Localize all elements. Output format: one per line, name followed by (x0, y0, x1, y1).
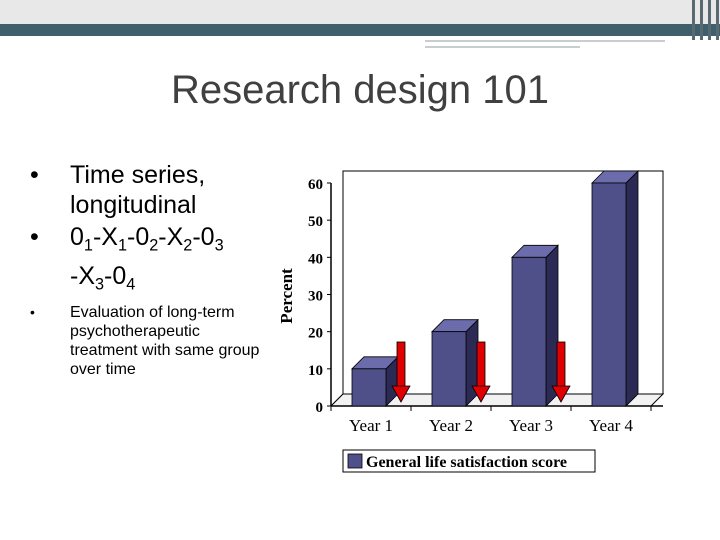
intervention-arrow-head (391, 385, 411, 403)
top-band (0, 0, 720, 24)
legend-box (342, 449, 596, 473)
x-tick-label: Year 3 (509, 416, 553, 435)
intervention-arrow-head (471, 385, 491, 403)
y-tick-label: 10 (308, 363, 323, 379)
bullet-text: Evaluation of long-term psychotherapeuti… (70, 304, 260, 379)
bar (431, 331, 467, 407)
formula-text: 01-X1-02-X2-03 -X3-04 (70, 223, 224, 294)
formula-subscript: 1 (83, 236, 93, 255)
formula-subscript: 2 (183, 236, 193, 255)
x-tick-label: Year 1 (349, 416, 393, 435)
bullet-item: • Time series, longitudinal (30, 160, 270, 220)
y-tick-label: 50 (308, 214, 323, 230)
top-stripe (0, 24, 720, 36)
formula-part: -X (70, 261, 95, 290)
bullet-text-line: longitudinal (70, 191, 197, 219)
bullet-marker: • (30, 223, 39, 251)
bullet-marker: • (30, 161, 39, 189)
intervention-arrow-shaft (556, 341, 566, 388)
x-tick-label: Year 2 (429, 416, 473, 435)
formula-subscript: 4 (126, 275, 136, 294)
accent-line (425, 46, 580, 48)
intervention-arrow-head (551, 385, 571, 403)
bar (591, 182, 627, 407)
y-axis-label: Percent (277, 268, 296, 324)
formula-subscript: 1 (117, 236, 127, 255)
bar-side (625, 170, 639, 407)
slide-title: Research design 101 (170, 68, 550, 112)
y-tick-label: 20 (308, 326, 323, 342)
legend-label: General life satisfaction score (366, 454, 567, 471)
bar (351, 368, 387, 407)
bullet-text-line: Time series, (70, 161, 206, 189)
formula-part: -X (158, 223, 184, 251)
legend-swatch (347, 453, 363, 469)
bar (511, 256, 547, 407)
bullet-marker: • (30, 304, 35, 321)
accent-line (425, 40, 665, 42)
formula-subscript: 3 (214, 236, 224, 255)
formula-part: -X (92, 223, 118, 251)
bullet-item: • Evaluation of long-term psychotherapeu… (30, 303, 270, 379)
bullet-list: • Time series, longitudinal • 01-X1-02-X… (30, 160, 270, 379)
y-tick-label: 0 (316, 400, 324, 416)
formula-part: -0 (104, 261, 127, 290)
formula-part: 0 (70, 223, 84, 251)
intervention-arrow-shaft (476, 341, 486, 388)
bar-side (545, 244, 559, 407)
formula-subscript: 2 (149, 236, 159, 255)
y-tick-label: 30 (308, 289, 323, 305)
intervention-arrow-shaft (396, 341, 406, 388)
formula-part: -0 (127, 223, 150, 251)
corner-decoration (690, 0, 720, 40)
bullet-item: • 01-X1-02-X2-03 -X3-04 (30, 222, 270, 299)
formula-subscript: 3 (95, 275, 105, 294)
y-tick-label: 40 (308, 251, 323, 267)
formula-part: -0 (192, 223, 215, 251)
x-tick-label: Year 4 (589, 416, 634, 435)
y-tick-label: 60 (308, 177, 323, 193)
